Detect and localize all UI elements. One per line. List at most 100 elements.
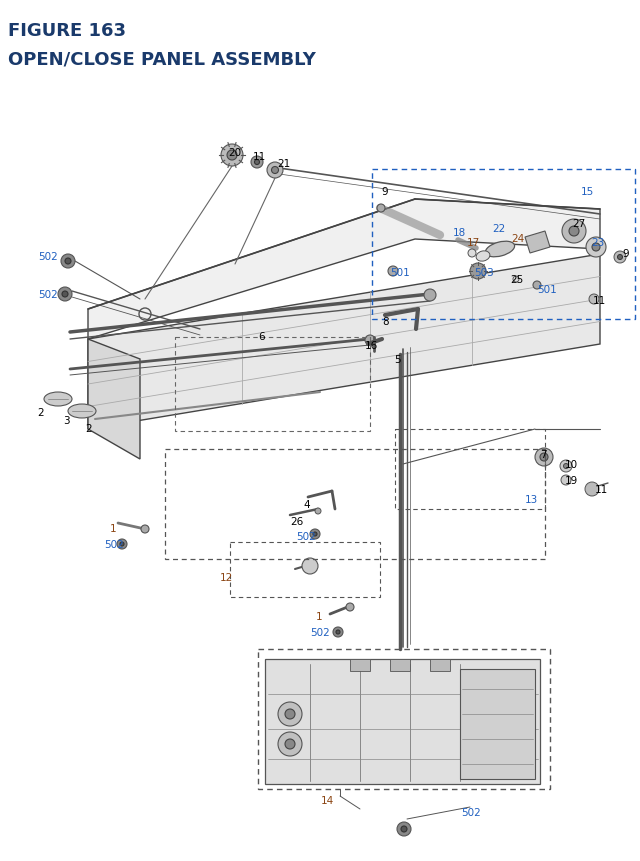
Bar — [175, 338, 370, 431]
Text: 5: 5 — [394, 355, 401, 364]
Ellipse shape — [68, 405, 96, 418]
Text: 3: 3 — [63, 416, 70, 425]
Circle shape — [470, 263, 486, 280]
Circle shape — [535, 449, 553, 467]
Polygon shape — [525, 232, 550, 254]
Circle shape — [302, 558, 318, 574]
Circle shape — [58, 288, 72, 301]
Circle shape — [285, 709, 295, 719]
Circle shape — [278, 703, 302, 726]
Bar — [372, 170, 635, 319]
Circle shape — [540, 454, 548, 461]
Text: 7: 7 — [540, 449, 547, 460]
Text: 18: 18 — [453, 228, 467, 238]
Circle shape — [495, 245, 501, 251]
Text: 502: 502 — [104, 539, 124, 549]
Bar — [350, 660, 370, 672]
Text: 9: 9 — [381, 187, 388, 197]
Circle shape — [221, 145, 243, 167]
Circle shape — [492, 245, 498, 251]
Circle shape — [561, 475, 571, 486]
Circle shape — [497, 245, 503, 251]
Text: 24: 24 — [511, 233, 524, 244]
Circle shape — [251, 157, 263, 169]
Circle shape — [491, 245, 497, 251]
Circle shape — [333, 628, 343, 637]
Text: 1: 1 — [110, 523, 116, 533]
Circle shape — [255, 160, 259, 165]
Circle shape — [424, 289, 436, 301]
Text: 502: 502 — [296, 531, 316, 542]
Circle shape — [278, 732, 302, 756]
Text: 502: 502 — [38, 251, 58, 262]
Text: 15: 15 — [581, 187, 595, 197]
Circle shape — [377, 205, 385, 213]
Text: 10: 10 — [565, 460, 578, 469]
Text: 16: 16 — [365, 341, 378, 350]
Circle shape — [592, 244, 600, 251]
Circle shape — [562, 220, 586, 244]
Text: 503: 503 — [474, 268, 493, 278]
Bar — [395, 430, 545, 510]
Polygon shape — [265, 660, 540, 784]
Bar — [258, 649, 550, 789]
Ellipse shape — [485, 242, 515, 257]
Circle shape — [494, 245, 500, 251]
Circle shape — [120, 542, 124, 547]
Text: 502: 502 — [38, 289, 58, 300]
Circle shape — [496, 245, 502, 251]
Text: 1: 1 — [316, 611, 323, 622]
Circle shape — [310, 530, 320, 539]
Text: 20: 20 — [228, 148, 241, 158]
Text: 21: 21 — [277, 158, 291, 169]
Circle shape — [61, 255, 75, 269]
Text: 27: 27 — [572, 219, 585, 229]
Polygon shape — [88, 339, 140, 460]
Polygon shape — [88, 255, 600, 430]
Circle shape — [493, 245, 499, 251]
Circle shape — [65, 258, 71, 264]
Polygon shape — [88, 200, 600, 339]
Circle shape — [285, 739, 295, 749]
Text: 17: 17 — [467, 238, 480, 248]
Circle shape — [271, 167, 278, 174]
Circle shape — [267, 163, 283, 179]
Circle shape — [614, 251, 626, 263]
Text: 2: 2 — [37, 407, 44, 418]
Circle shape — [313, 532, 317, 536]
Circle shape — [569, 226, 579, 237]
Circle shape — [589, 294, 599, 305]
Text: 502: 502 — [461, 807, 481, 817]
Text: 502: 502 — [310, 628, 330, 637]
Bar — [165, 449, 545, 560]
Text: 9: 9 — [622, 249, 628, 258]
Ellipse shape — [476, 251, 490, 262]
Text: 19: 19 — [565, 475, 579, 486]
Circle shape — [401, 826, 407, 832]
Bar — [430, 660, 450, 672]
Circle shape — [227, 151, 237, 161]
Text: 11: 11 — [593, 295, 606, 306]
Text: FIGURE 163: FIGURE 163 — [8, 22, 126, 40]
Circle shape — [141, 525, 149, 533]
Text: 13: 13 — [525, 494, 538, 505]
Bar — [390, 660, 410, 672]
Circle shape — [346, 604, 354, 611]
Circle shape — [397, 822, 411, 836]
Circle shape — [388, 267, 398, 276]
Text: 2: 2 — [85, 424, 92, 433]
Circle shape — [533, 282, 541, 289]
Circle shape — [586, 238, 606, 257]
Circle shape — [315, 508, 321, 514]
Circle shape — [365, 336, 375, 345]
Circle shape — [468, 250, 476, 257]
Circle shape — [117, 539, 127, 549]
Circle shape — [585, 482, 599, 497]
Text: 11: 11 — [595, 485, 608, 494]
Circle shape — [618, 255, 623, 260]
Text: 6: 6 — [258, 331, 264, 342]
Text: 14: 14 — [321, 795, 334, 805]
Polygon shape — [460, 669, 535, 779]
Text: 501: 501 — [390, 268, 410, 278]
Text: 26: 26 — [290, 517, 303, 526]
